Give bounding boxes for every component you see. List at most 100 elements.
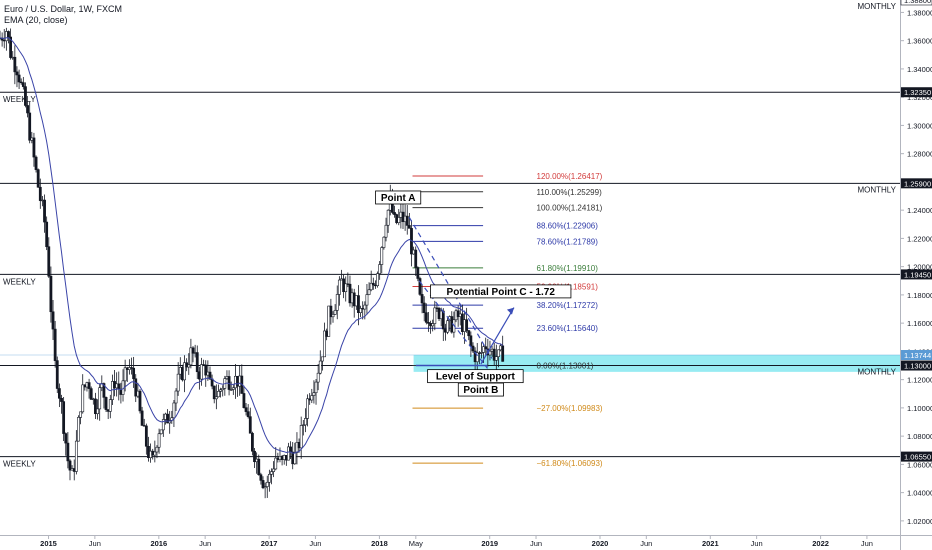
candle-body [229, 389, 233, 391]
candle-body [467, 330, 471, 337]
candle-body [108, 399, 112, 412]
y-tick-label: 1.34000 [907, 65, 932, 74]
candle-body [259, 474, 263, 481]
candle-body [55, 360, 59, 389]
y-tick-label: 1.36000 [907, 37, 932, 46]
candle-body [68, 460, 72, 471]
ema-line [0, 37, 504, 454]
candle-body [219, 389, 222, 392]
fib-level-label: −61.80%(1.06093) [537, 459, 603, 468]
candle-body [104, 397, 108, 410]
candle-body [13, 56, 17, 73]
candle-body [172, 402, 176, 419]
fib-level-label: 100.00%(1.24181) [537, 204, 603, 213]
candle-body [304, 418, 307, 426]
candle-body [74, 440, 78, 472]
projection-arrow-line [480, 307, 515, 365]
annotation-box [457, 382, 504, 397]
candle-body [299, 425, 303, 449]
candle-body [418, 278, 422, 295]
candle-body [159, 429, 163, 435]
candle-body [393, 212, 396, 215]
time-axis[interactable]: 2015 Jun 2016 Jun 2017 Jun 2018 May 2019 Jun 2020 J… [0, 535, 932, 548]
fib-level-label: 88.60%(1.22906) [537, 222, 599, 231]
candle-body [501, 345, 505, 362]
chart-legend: Euro / U.S. Dollar, 1W, FXCM EMA (20, cl… [4, 4, 122, 26]
ema-layer [0, 37, 504, 454]
annotation-label: Potential Point C - 1.72 [447, 287, 556, 298]
indicator-title[interactable]: EMA (20, close) [4, 15, 68, 25]
x-tick-label: 2020 [592, 539, 609, 548]
candle-body [386, 209, 390, 226]
candle-body [9, 36, 13, 58]
candle-body [246, 411, 250, 417]
candle-body [327, 305, 331, 337]
candle-body [134, 378, 138, 397]
level-tag: MONTHLY [857, 368, 896, 377]
candle-body [310, 395, 314, 401]
annotation-label: Point A [381, 193, 416, 204]
candle-body [344, 283, 348, 293]
x-tick-label: 2022 [812, 539, 829, 548]
fib-level-label: 38.20%(1.17272) [537, 301, 599, 310]
candle-body [38, 186, 42, 201]
candle-body [316, 372, 320, 383]
y-tick-label: 1.28000 [907, 150, 932, 159]
candle-body [183, 362, 186, 381]
y-tick-label: 1.32000 [907, 93, 932, 102]
support-zone-layer [413, 354, 900, 372]
x-tick-label: 2015 [40, 539, 57, 548]
y-tick-label: 1.02000 [907, 517, 932, 526]
candle-body [293, 452, 297, 465]
level-tag: MONTHLY [857, 185, 896, 194]
candle-body [274, 457, 278, 470]
candle-body [47, 246, 51, 277]
candle-body [191, 347, 195, 354]
candle-body [102, 383, 106, 398]
candle-body [289, 446, 292, 453]
candle-body [64, 433, 68, 444]
candle-body [433, 307, 437, 324]
candle-body [382, 236, 386, 248]
candle-body [469, 335, 473, 347]
candle-body [49, 275, 53, 313]
annotation-box [427, 369, 524, 384]
candle-body [369, 282, 373, 291]
y-tick-label: 1.16000 [907, 319, 932, 328]
current-price-tag [901, 350, 932, 361]
candle-body [94, 398, 97, 415]
top-price-label: 1.38800 [904, 0, 931, 5]
candle-body [263, 486, 267, 489]
candle-body [51, 311, 55, 330]
top-price-tag [900, 0, 932, 6]
candle-body [475, 352, 479, 363]
level-price-tag [901, 178, 932, 189]
candle-body [446, 320, 449, 333]
symbol-title[interactable]: Euro / U.S. Dollar, 1W, FXCM [4, 4, 123, 14]
candle-body [204, 364, 208, 376]
candle-body [244, 407, 248, 412]
x-tick-label: 2019 [481, 539, 498, 548]
level-price-label: 1.32350 [904, 88, 931, 97]
candle-body [257, 458, 261, 475]
x-tick-label: May [409, 539, 423, 548]
candle-body [272, 468, 276, 472]
candle-body [157, 433, 161, 448]
candle-body [87, 382, 91, 389]
candle-body [431, 323, 435, 327]
candle-body [21, 82, 25, 87]
candle-body [189, 347, 193, 366]
fib-level-label: 23.60%(1.15640) [537, 324, 599, 333]
y-tick-label: 1.06000 [907, 460, 932, 469]
candle-body [221, 388, 225, 391]
candle-body [397, 217, 401, 224]
price-axis[interactable]: 1.02000 1.04000 1.06000 1.08000 1.10000 1.120… [900, 0, 932, 550]
candle-body [378, 264, 382, 274]
support-zone [413, 354, 900, 372]
horizontal-levels-layer: WEEKLY MONTHLY WEEKLY MONTHLY WEEKLY MONTHLY [0, 2, 900, 469]
candle-body [363, 304, 367, 310]
candle-body [359, 308, 362, 313]
candle-body [208, 371, 212, 380]
candle-body [424, 312, 428, 323]
